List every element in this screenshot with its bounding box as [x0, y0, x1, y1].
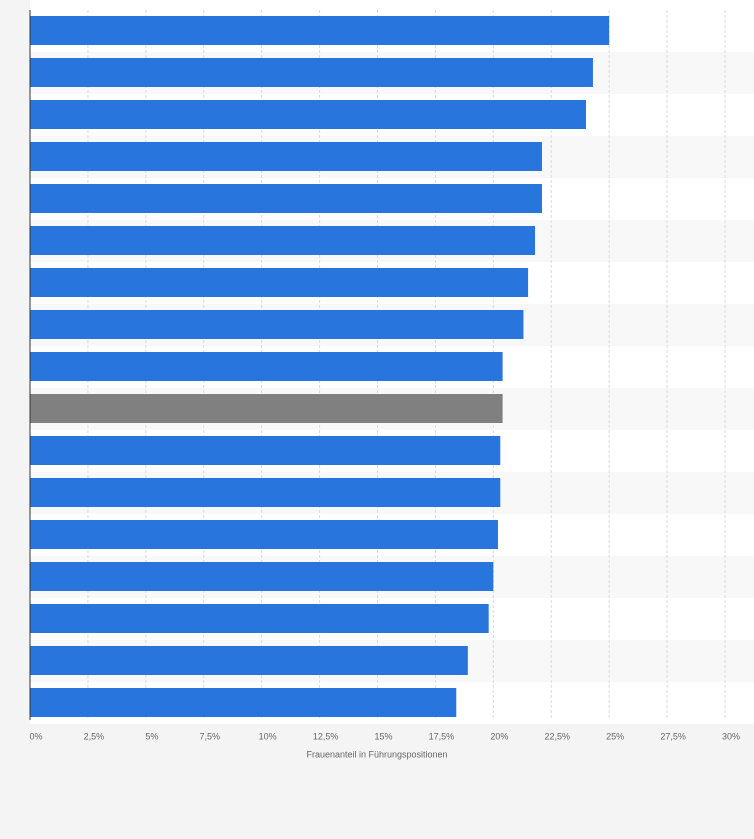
x-tick-label: 20%: [490, 731, 508, 741]
x-tick-label: 2,5%: [84, 731, 105, 741]
bar: [30, 436, 501, 465]
bar: [30, 142, 542, 171]
bar: [30, 604, 489, 633]
bar: [30, 310, 524, 339]
bar: [30, 520, 498, 549]
bar: [30, 268, 529, 297]
x-axis-label: Frauenanteil in Führungspositionen: [306, 749, 447, 759]
bar: [30, 16, 610, 45]
x-tick-label: 5%: [145, 731, 158, 741]
x-tick-label: 7,5%: [199, 731, 220, 741]
bar: [30, 58, 593, 87]
x-tick-label: 22,5%: [544, 731, 570, 741]
x-tick-label: 30%: [722, 731, 740, 741]
bar: [30, 352, 503, 381]
x-tick-label: 25%: [606, 731, 624, 741]
x-tick-label: 17,5%: [429, 731, 455, 741]
bar: [30, 100, 586, 129]
bar: [30, 394, 503, 423]
bar: [30, 688, 457, 717]
bar: [30, 478, 501, 507]
x-tick-label: 27,5%: [660, 731, 686, 741]
bar: [30, 562, 494, 591]
bar: [30, 226, 536, 255]
x-tick-label: 10%: [259, 731, 277, 741]
x-tick-label: 0%: [29, 731, 42, 741]
x-tick-label: 12,5%: [313, 731, 339, 741]
bar: [30, 646, 468, 675]
x-tick-label: 15%: [374, 731, 392, 741]
bar: [30, 184, 542, 213]
